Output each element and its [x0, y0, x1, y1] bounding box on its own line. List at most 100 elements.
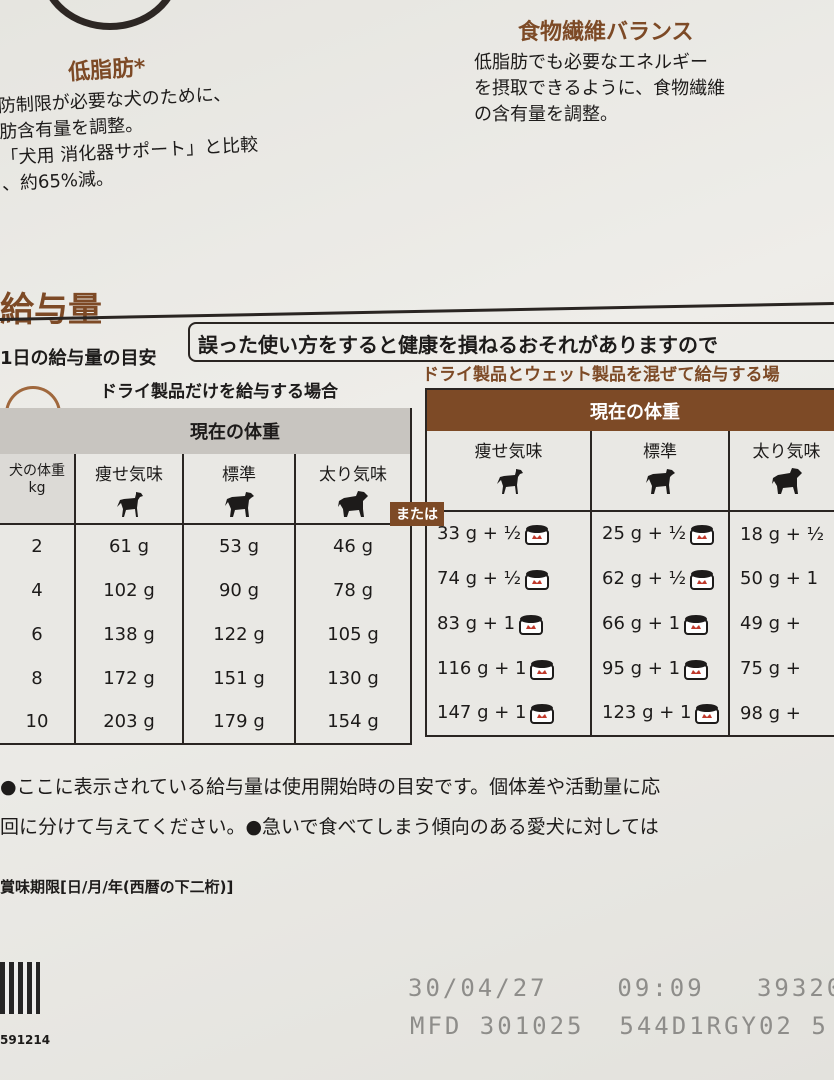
text-line: の含有量を調整。	[474, 104, 618, 125]
amount-text: 95 g + 1	[602, 657, 681, 679]
fiber-text: 低脂肪でも必要なエネルギー を摂取できるように、食物繊維 の含有量を調整。	[474, 50, 725, 128]
best-before-label: 賞味期限[日/月/年(西暦の下二桁)]	[0, 878, 234, 896]
dry-only-title: ドライ製品だけを給与する場合	[100, 382, 338, 402]
kg-label: kg	[28, 480, 46, 496]
print-date-line: 30/04/27 09:09 39320	[408, 974, 834, 1002]
amount-text: 62 g + ½	[602, 567, 687, 589]
amount-cell: 123 g + 1	[590, 691, 729, 736]
print-mfd-line: MFD 301025 544D1RGY02 5	[410, 1012, 829, 1040]
table-row: 33 g + ½ 25 g + ½ 18 g + ½	[426, 511, 834, 556]
amount-text: 50 g + 1	[740, 568, 819, 589]
amount-cell: 179 g	[182, 700, 295, 744]
section-title: 給与量	[0, 290, 102, 330]
table-row: 116 g + 1 95 g + 1 75 g +	[426, 646, 834, 691]
col-label: 痩せ気味	[474, 442, 543, 462]
table-row: 10 203 g 179 g 154 g	[0, 700, 411, 744]
amount-cell: 130 g	[294, 656, 411, 700]
col-label: 太り気味	[319, 465, 387, 485]
standard-dog-icon	[225, 492, 254, 517]
or-badge: または	[390, 502, 444, 526]
thin-dog-icon	[496, 469, 523, 494]
wet-food-can-icon	[519, 614, 544, 635]
table-row: 2 61 g 53 g 46 g	[0, 524, 411, 568]
wet-food-can-icon	[690, 525, 715, 545]
col-thin: 痩せ気味	[74, 454, 183, 525]
dog-weight-header: 犬の体重 kg	[0, 454, 75, 525]
amount-cell: 151 g	[182, 656, 295, 700]
mixed-feeding-table: 現在の体重 痩せ気味 標準 太り気味 33 g + ½ 25 g + ½ 18 g …	[425, 388, 834, 737]
amount-cell: 83 g + 1	[426, 601, 591, 646]
col-label: 痩せ気味	[95, 465, 163, 485]
amount-text: 123 g + 1	[602, 702, 692, 723]
fiber-title: 食物繊維バランス	[518, 20, 694, 45]
note-line-2: 回に分けて与えてください。●急いで食べてしまう傾向のある愛犬に対しては	[0, 816, 659, 838]
code-number: 591214	[0, 1033, 51, 1047]
weight-band-header: 現在の体重	[426, 389, 834, 431]
amount-cell: 33 g + ½	[426, 511, 591, 556]
low-fat-title: 低脂肪*	[67, 55, 147, 86]
amount-text: 74 g + ½	[437, 567, 522, 589]
wet-food-can-icon	[695, 704, 720, 724]
col-thin: 痩せ気味	[426, 431, 591, 512]
amount-cell: 116 g + 1	[426, 646, 591, 691]
wet-food-can-icon	[530, 659, 555, 680]
wet-food-can-icon	[525, 525, 550, 545]
col-heavy: 太り気味	[728, 431, 834, 512]
amount-cell: 172 g	[74, 656, 183, 700]
amount-cell: 203 g	[74, 700, 183, 744]
col-standard: 標準	[182, 454, 295, 525]
amount-cell: 62 g + ½	[590, 556, 729, 601]
col-standard: 標準	[590, 431, 729, 512]
amount-cell: 61 g	[74, 524, 183, 568]
table-row: 83 g + 1 66 g + 1 49 g +	[426, 601, 834, 646]
amount-text: 83 g + 1	[437, 612, 516, 634]
amount-text: 25 g + ½	[602, 523, 687, 544]
wet-food-can-icon	[684, 614, 709, 635]
amount-cell: 25 g + ½	[590, 511, 729, 556]
dog-weight-cell: 8	[31, 667, 43, 689]
daily-guide-label: 1日の給与量の目安	[0, 348, 157, 369]
wet-food-can-icon	[530, 704, 555, 724]
mixed-title: ドライ製品とウェット製品を混ぜて給与する場	[422, 365, 780, 385]
dog-weight-label: 犬の体重	[9, 463, 65, 479]
amount-cell: 154 g	[294, 700, 411, 744]
low-fat-text: 防制限が必要な犬のために、 肪含有量を調整。 「犬用 消化器サポート」と比較 、…	[0, 81, 260, 198]
warning-box: 誤った使い方をすると健康を損ねるおそれがありますので	[188, 322, 834, 362]
table-row: 6 138 g 122 g 105 g	[0, 612, 411, 656]
amount-cell: 90 g	[182, 568, 295, 612]
amount-text: 147 g + 1	[437, 702, 527, 723]
wet-food-can-icon	[690, 569, 715, 590]
divider	[0, 301, 834, 321]
amount-cell: 122 g	[182, 612, 295, 656]
amount-text: 33 g + ½	[437, 523, 522, 544]
amount-cell: 105 g	[294, 612, 411, 656]
amount-cell: 95 g + 1	[590, 646, 729, 691]
amount-cell: 78 g	[294, 568, 411, 612]
amount-cell: 66 g + 1	[590, 601, 729, 646]
decorative-circle	[40, 0, 180, 30]
wet-food-can-icon	[684, 659, 709, 680]
amount-cell: 98 g +	[728, 691, 834, 736]
weight-band-header: 現在の体重	[0, 408, 411, 454]
amount-text: 18 g + ½	[740, 523, 825, 545]
amount-text: 75 g +	[740, 658, 801, 679]
amount-text: 116 g + 1	[437, 657, 527, 679]
heavy-dog-icon	[338, 491, 368, 517]
table-row: 4 102 g 90 g 78 g	[0, 568, 411, 612]
thin-dog-icon	[117, 492, 143, 517]
amount-text: 98 g +	[740, 702, 801, 724]
text-line: を摂取できるように、食物繊維	[474, 78, 726, 99]
dog-weight-cell: 6	[31, 623, 43, 645]
dog-weight-cell: 10	[25, 711, 49, 732]
amount-cell: 50 g + 1	[728, 556, 834, 601]
wet-food-can-icon	[525, 569, 550, 590]
amount-cell: 75 g +	[728, 646, 834, 691]
amount-cell: 49 g +	[728, 601, 834, 646]
heavy-dog-icon	[771, 468, 802, 494]
table-row: 147 g + 1 123 g + 1 98 g +	[426, 691, 834, 736]
amount-cell: 147 g + 1	[426, 691, 591, 736]
amount-cell: 18 g + ½	[728, 511, 834, 556]
dog-weight-cell: 2	[31, 536, 43, 557]
amount-text: 49 g +	[740, 613, 801, 634]
amount-text: 66 g + 1	[602, 612, 681, 634]
